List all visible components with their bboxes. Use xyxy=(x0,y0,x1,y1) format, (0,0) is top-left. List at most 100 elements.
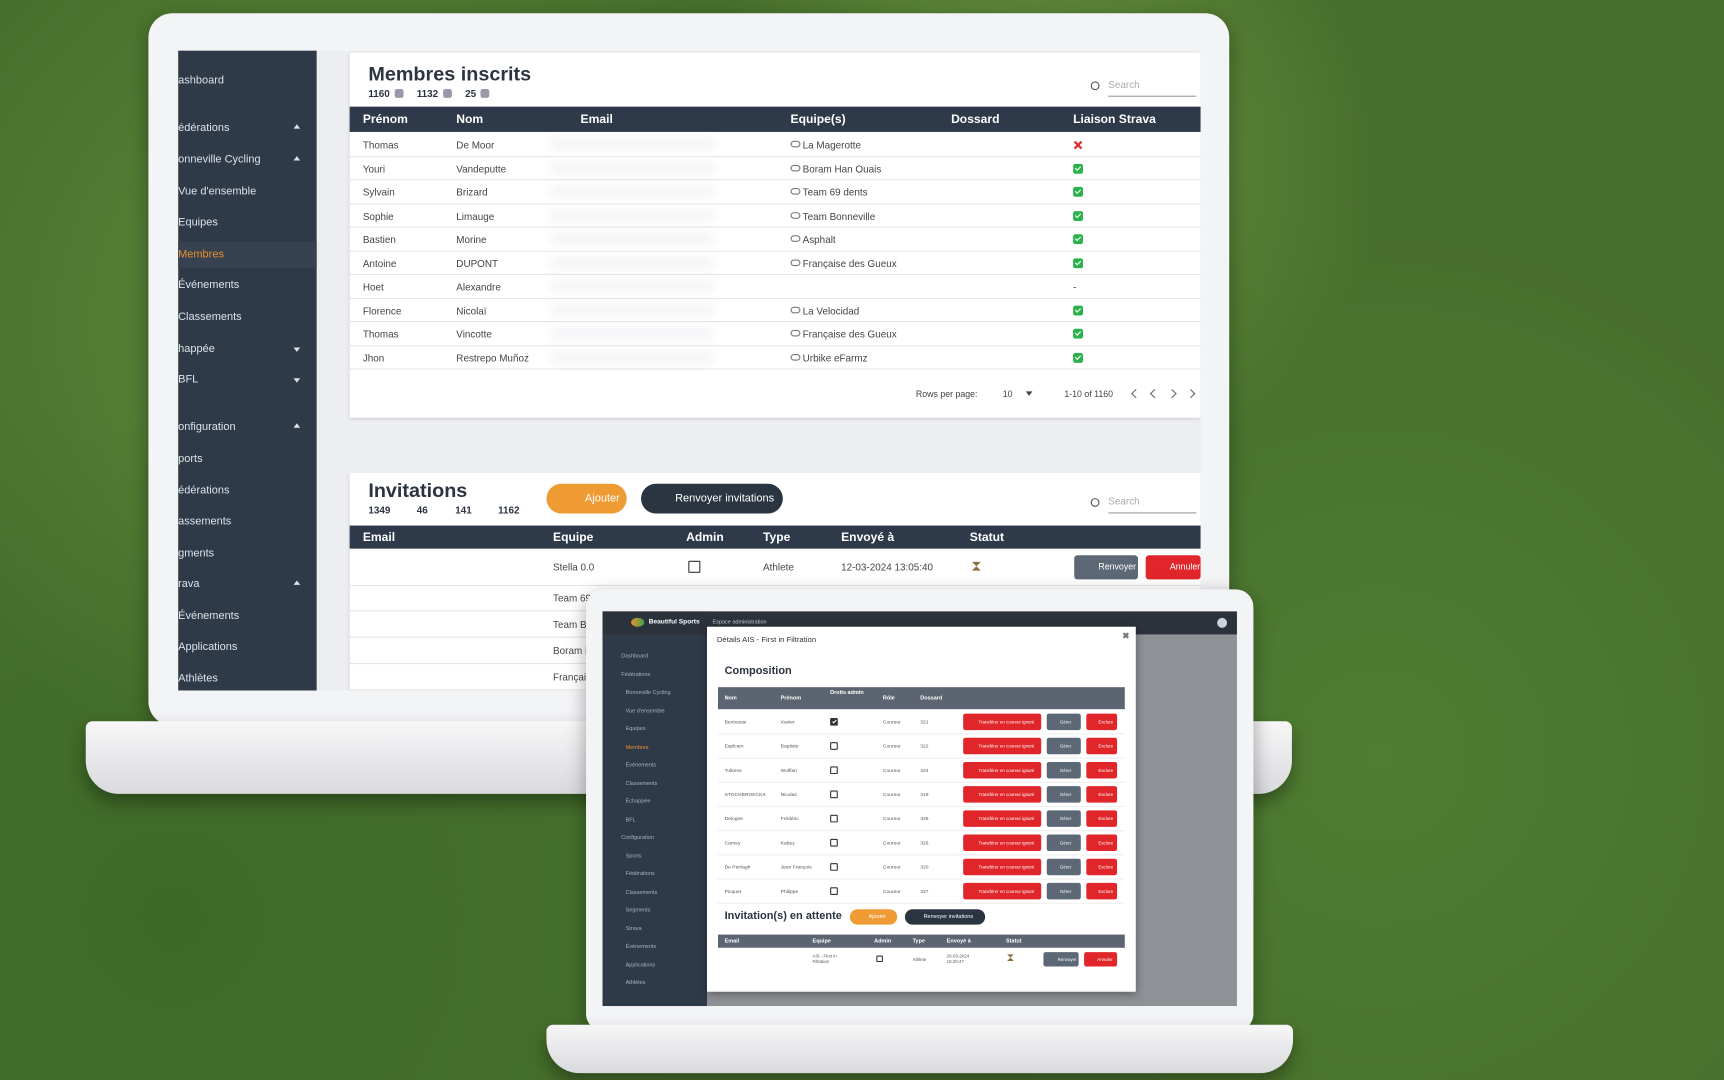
nav-item[interactable]: Fédérations xyxy=(621,671,651,678)
column-header: Type xyxy=(763,531,791,545)
check-mark xyxy=(1074,164,1081,171)
manage-button[interactable]: Gérer xyxy=(1046,737,1081,755)
checkbox[interactable] xyxy=(830,887,838,895)
rows-select[interactable]: 10 xyxy=(1002,389,1013,400)
nav-item[interactable]: Événements xyxy=(625,761,657,769)
transfer-button[interactable]: Transférer en coureur ignoré xyxy=(963,761,1042,779)
nav-item[interactable]: Dashboard xyxy=(621,653,649,660)
manage-button[interactable]: Gérer xyxy=(1046,713,1081,731)
check-icon xyxy=(1073,257,1084,268)
checkbox[interactable] xyxy=(830,766,838,775)
nav-item[interactable]: Événements xyxy=(178,279,240,292)
check-icon xyxy=(1073,305,1084,316)
first-name: Florence xyxy=(362,305,402,317)
nav-item[interactable]: Segments xyxy=(625,907,651,914)
checkbox[interactable] xyxy=(688,560,701,573)
checkbox[interactable] xyxy=(830,863,838,871)
exclude-button[interactable]: Exclure xyxy=(1086,713,1118,731)
manage-button[interactable]: Gérer xyxy=(1046,858,1081,876)
nav-item[interactable]: Échappée xyxy=(625,798,651,805)
add-button[interactable]: Ajouter xyxy=(849,909,898,925)
cancel-button[interactable]: Annuler xyxy=(1145,555,1201,580)
exclude-button[interactable]: Exclure xyxy=(1086,761,1118,779)
transfer-button[interactable]: Transférer en coureur ignoré xyxy=(963,834,1042,852)
transfer-button[interactable]: Transférer en coureur ignoré xyxy=(963,713,1042,731)
search-input[interactable]: Search xyxy=(1108,496,1197,514)
manage-button[interactable]: Gérer xyxy=(1046,882,1081,900)
nav-item[interactable]: happée xyxy=(178,343,215,356)
transfer-button[interactable]: Transférer en coureur ignoré xyxy=(963,810,1042,827)
nav-item[interactable]: ports xyxy=(178,452,203,466)
nav-item[interactable]: onfiguration xyxy=(178,421,236,434)
table-row xyxy=(717,831,1125,856)
nav-item[interactable]: gments xyxy=(178,547,215,560)
nav-item[interactable]: Classements xyxy=(625,888,658,896)
nav-item[interactable]: BFL xyxy=(625,816,636,823)
exclude-button[interactable]: Exclure xyxy=(1086,737,1118,755)
last-name: Picquet xyxy=(724,888,742,894)
check-mark xyxy=(1074,187,1081,194)
nav-item[interactable]: Athlètes xyxy=(178,672,218,685)
avatar[interactable] xyxy=(1217,617,1228,628)
checkbox[interactable] xyxy=(830,790,838,799)
resend-button[interactable]: Renvoyer xyxy=(1043,952,1079,967)
exclude-button[interactable]: Exclure xyxy=(1086,786,1118,803)
transfer-button[interactable]: Transférer en coureur ignoré xyxy=(963,737,1042,755)
nav-item[interactable]: ashboard xyxy=(178,74,224,87)
nav-item[interactable]: Athlètes xyxy=(625,979,646,987)
email-blurred xyxy=(549,327,715,339)
transfer-button[interactable]: Transférer en coureur ignoré xyxy=(963,858,1042,876)
checkbox[interactable] xyxy=(830,838,838,847)
nav-item[interactable]: Classements xyxy=(625,780,658,787)
manage-button[interactable]: Gérer xyxy=(1046,761,1081,779)
bib: 327 xyxy=(920,888,929,894)
resend-button[interactable]: Renvoyer invitations xyxy=(641,483,783,514)
nav-item[interactable]: onneville Cycling xyxy=(178,153,261,167)
nav-item[interactable]: assements xyxy=(178,515,232,528)
manage-button[interactable]: Gérer xyxy=(1046,786,1081,803)
manage-button[interactable]: Gérer xyxy=(1046,834,1081,852)
team-icon xyxy=(790,329,801,337)
column-header: Envoyé à xyxy=(946,937,971,945)
nav-item[interactable]: Configuration xyxy=(621,834,654,842)
exclude-button[interactable]: Exclure xyxy=(1086,858,1118,876)
stat: 1132 xyxy=(416,87,439,99)
exclude-button[interactable]: Exclure xyxy=(1086,834,1118,852)
table-row xyxy=(717,807,1125,832)
exclude-button[interactable]: Exclure xyxy=(1086,810,1118,827)
checkbox[interactable] xyxy=(876,955,883,963)
manage-button[interactable]: Gérer xyxy=(1046,810,1081,827)
nav-item[interactable]: Equipes xyxy=(625,725,646,733)
transfer-button[interactable]: Transférer en coureur ignoré xyxy=(963,786,1042,803)
nav-item[interactable]: Membres xyxy=(178,248,224,261)
cancel-button[interactable]: Annuler xyxy=(1084,952,1118,967)
nav-item[interactable]: Applications xyxy=(178,641,238,654)
nav-item[interactable]: Sports xyxy=(625,852,642,860)
sent-at: 12-03-2024 13:05:40 xyxy=(841,561,934,573)
nav-item[interactable]: Membres xyxy=(625,743,649,751)
nav-item[interactable]: édérations xyxy=(178,122,230,135)
nav-item[interactable]: Événements xyxy=(625,943,657,950)
transfer-button[interactable]: Transférer en coureur ignoré xyxy=(963,882,1042,900)
checkbox[interactable] xyxy=(830,814,838,823)
nav-item[interactable]: Equipes xyxy=(178,216,218,229)
search-input[interactable]: Search xyxy=(1108,79,1197,97)
add-button[interactable]: Ajouter xyxy=(546,483,627,514)
nav-item[interactable]: Vue d'ensemble xyxy=(178,185,257,198)
nav-item[interactable]: Événements xyxy=(178,610,240,623)
resend-button[interactable]: Renvoyer xyxy=(1074,555,1138,580)
nav-item[interactable]: Bonneville Cycling xyxy=(625,689,671,696)
checkbox[interactable] xyxy=(830,717,838,726)
nav-item[interactable]: BFL xyxy=(178,373,199,386)
exclude-button[interactable]: Exclure xyxy=(1086,882,1118,900)
nav-item[interactable]: Classements xyxy=(178,311,242,324)
table-header xyxy=(349,525,1201,549)
nav-item[interactable]: Applications xyxy=(625,961,656,969)
nav-item[interactable]: Fédérations xyxy=(625,870,655,878)
resend-button[interactable]: Renvoyer invitations xyxy=(904,909,986,925)
nav-item[interactable]: édérations xyxy=(178,484,230,497)
nav-item[interactable]: Vue d'ensemble xyxy=(625,707,665,715)
nav-item[interactable]: rava xyxy=(178,578,200,591)
nav-item[interactable]: Strava xyxy=(625,925,642,932)
checkbox[interactable] xyxy=(830,742,838,750)
